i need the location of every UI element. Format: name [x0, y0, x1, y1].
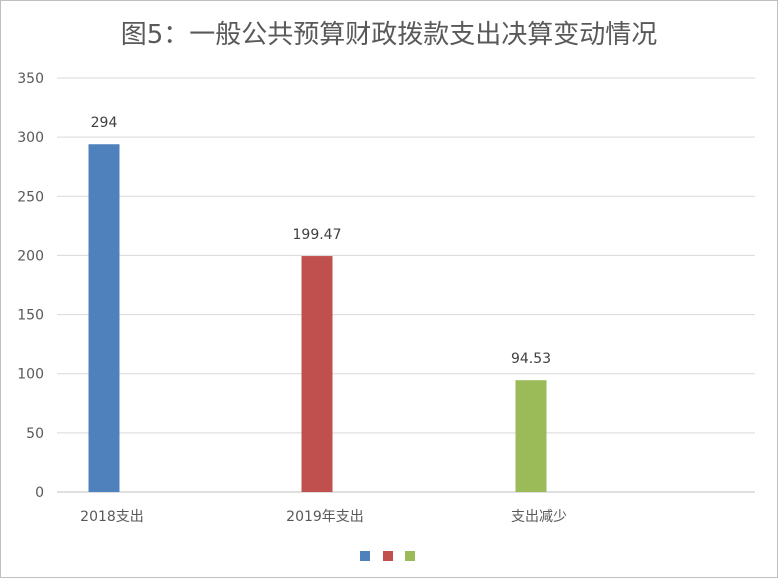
data-label: 94.53	[511, 351, 551, 367]
gridlines	[57, 77, 755, 493]
legend-swatch	[360, 551, 370, 561]
y-tick-label: 300	[17, 130, 44, 146]
y-tick-label: 50	[26, 426, 44, 442]
bar	[515, 380, 547, 492]
x-axis-ticks: 2018支出 2019年支出 支出减少	[80, 509, 567, 525]
bars	[88, 144, 547, 493]
data-label: 199.47	[293, 227, 342, 243]
x-tick-label: 2018支出	[80, 509, 144, 525]
data-labels: 294 199.47 94.53	[91, 115, 551, 367]
x-tick-label: 2019年支出	[286, 509, 364, 525]
legend-swatch	[383, 551, 393, 561]
bar	[88, 144, 120, 493]
bar	[301, 256, 333, 492]
y-tick-label: 0	[35, 485, 44, 501]
y-tick-label: 150	[17, 308, 44, 324]
legend	[360, 551, 415, 561]
legend-swatch	[405, 551, 415, 561]
y-tick-label: 350	[17, 71, 44, 87]
y-axis-ticks: 0 50 100 150 200 250 300 350	[17, 71, 44, 501]
y-tick-label: 250	[17, 189, 44, 205]
y-tick-label: 200	[17, 248, 44, 264]
chart-title: 图5：一般公共预算财政拨款支出决算变动情况	[120, 20, 658, 50]
data-label: 294	[91, 115, 118, 131]
x-tick-label: 支出减少	[511, 509, 567, 525]
y-tick-label: 100	[17, 367, 44, 383]
